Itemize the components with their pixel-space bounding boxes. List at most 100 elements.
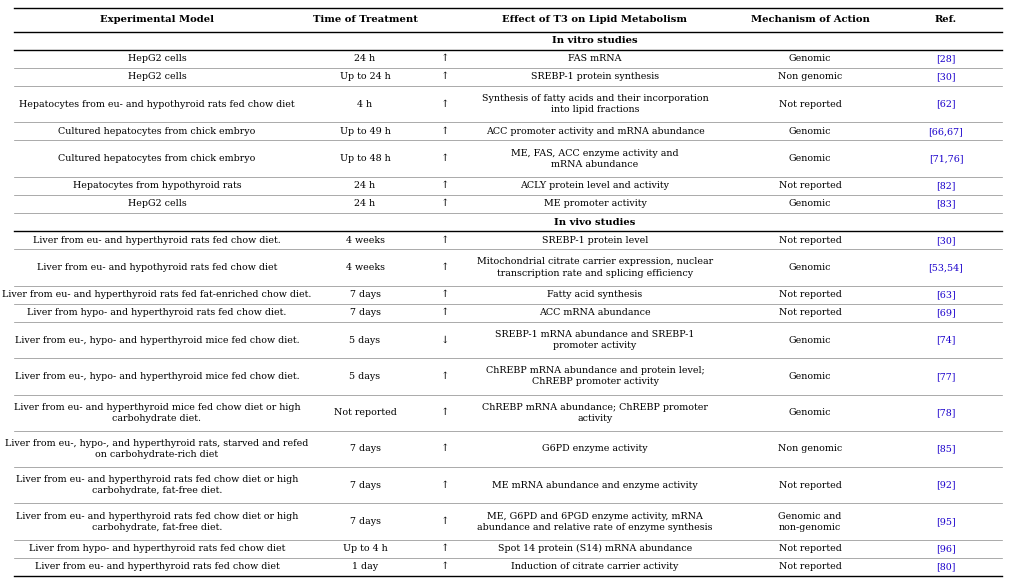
- Text: ↑: ↑: [441, 72, 449, 81]
- Text: Non genomic: Non genomic: [778, 72, 842, 81]
- Text: ↑: ↑: [441, 444, 449, 453]
- Text: ↓: ↓: [441, 336, 449, 345]
- Text: Experimental Model: Experimental Model: [100, 15, 214, 25]
- Text: Not reported: Not reported: [778, 562, 841, 571]
- Text: Not reported: Not reported: [778, 481, 841, 490]
- Text: 7 days: 7 days: [350, 517, 381, 526]
- Text: 7 days: 7 days: [350, 444, 381, 453]
- Text: [28]: [28]: [937, 54, 956, 63]
- Text: [83]: [83]: [936, 200, 956, 208]
- Text: Up to 4 h: Up to 4 h: [342, 544, 387, 553]
- Text: ↑: ↑: [441, 290, 449, 299]
- Text: Ref.: Ref.: [935, 15, 957, 25]
- Text: HepG2 cells: HepG2 cells: [128, 72, 186, 81]
- Text: Liver from eu-, hypo- and hyperthyroid mice fed chow diet.: Liver from eu-, hypo- and hyperthyroid m…: [14, 372, 300, 381]
- Text: [77]: [77]: [937, 372, 956, 381]
- Text: Mitochondrial citrate carrier expression, nuclear
transcription rate and splicin: Mitochondrial citrate carrier expression…: [477, 258, 713, 277]
- Text: Up to 48 h: Up to 48 h: [339, 154, 390, 163]
- Text: Genomic: Genomic: [788, 372, 831, 381]
- Text: [71,76]: [71,76]: [929, 154, 963, 163]
- Text: ↑: ↑: [441, 372, 449, 381]
- Text: ME, FAS, ACC enzyme activity and
mRNA abundance: ME, FAS, ACC enzyme activity and mRNA ab…: [511, 148, 679, 169]
- Text: ↑: ↑: [441, 517, 449, 526]
- Text: 5 days: 5 days: [350, 336, 381, 345]
- Text: Not reported: Not reported: [778, 100, 841, 109]
- Text: Liver from eu- and hypothyroid rats fed chow diet: Liver from eu- and hypothyroid rats fed …: [37, 263, 277, 272]
- Text: ↑: ↑: [441, 100, 449, 109]
- Text: 24 h: 24 h: [355, 54, 376, 63]
- Text: ↑: ↑: [441, 562, 449, 571]
- Text: Mechanism of Action: Mechanism of Action: [751, 15, 870, 25]
- Text: Liver from eu- and hyperthyroid rats fed chow diet.: Liver from eu- and hyperthyroid rats fed…: [34, 236, 280, 245]
- Text: Hepatocytes from eu- and hypothyroid rats fed chow diet: Hepatocytes from eu- and hypothyroid rat…: [19, 100, 295, 109]
- Text: ChREBP mRNA abundance; ChREBP promoter
activity: ChREBP mRNA abundance; ChREBP promoter a…: [482, 402, 708, 423]
- Text: Genomic: Genomic: [788, 408, 831, 417]
- Text: ↑: ↑: [441, 481, 449, 490]
- Text: ↑: ↑: [441, 200, 449, 208]
- Text: [85]: [85]: [936, 444, 956, 453]
- Text: Liver from eu-, hypo- and hyperthyroid mice fed chow diet.: Liver from eu-, hypo- and hyperthyroid m…: [14, 336, 300, 345]
- Text: ACLY protein level and activity: ACLY protein level and activity: [520, 182, 670, 190]
- Text: 1 day: 1 day: [352, 562, 378, 571]
- Text: Up to 49 h: Up to 49 h: [339, 127, 390, 136]
- Text: Liver from hypo- and hyperthyroid rats fed chow diet.: Liver from hypo- and hyperthyroid rats f…: [27, 308, 287, 317]
- Text: Not reported: Not reported: [778, 182, 841, 190]
- Text: Liver from eu- and hyperthyroid rats fed chow diet: Liver from eu- and hyperthyroid rats fed…: [35, 562, 279, 571]
- Text: Genomic: Genomic: [788, 127, 831, 136]
- Text: In vivo studies: In vivo studies: [555, 218, 636, 227]
- Text: Genomic: Genomic: [788, 336, 831, 345]
- Text: 7 days: 7 days: [350, 481, 381, 490]
- Text: Liver from eu- and hyperthyroid rats fed chow diet or high
carbohydrate, fat-fre: Liver from eu- and hyperthyroid rats fed…: [16, 475, 298, 495]
- Text: [62]: [62]: [936, 100, 956, 109]
- Text: [95]: [95]: [936, 517, 956, 526]
- Text: Cultured hepatocytes from chick embryo: Cultured hepatocytes from chick embryo: [58, 154, 256, 163]
- Text: ↑: ↑: [441, 182, 449, 190]
- Text: ↑: ↑: [441, 54, 449, 63]
- Text: Liver from eu- and hyperthyroid rats fed chow diet or high
carbohydrate, fat-fre: Liver from eu- and hyperthyroid rats fed…: [16, 512, 298, 531]
- Text: [63]: [63]: [936, 290, 956, 299]
- Text: 4 h: 4 h: [358, 100, 373, 109]
- Text: SREBP-1 protein synthesis: SREBP-1 protein synthesis: [531, 72, 659, 81]
- Text: Effect of T3 on Lipid Metabolism: Effect of T3 on Lipid Metabolism: [503, 15, 688, 25]
- Text: [82]: [82]: [937, 182, 956, 190]
- Text: Not reported: Not reported: [778, 290, 841, 299]
- Text: Liver from hypo- and hyperthyroid rats fed chow diet: Liver from hypo- and hyperthyroid rats f…: [28, 544, 285, 553]
- Text: [74]: [74]: [937, 336, 956, 345]
- Text: Cultured hepatocytes from chick embryo: Cultured hepatocytes from chick embryo: [58, 127, 256, 136]
- Text: ↑: ↑: [441, 544, 449, 553]
- Text: Up to 24 h: Up to 24 h: [339, 72, 390, 81]
- Text: [96]: [96]: [936, 544, 956, 553]
- Text: Synthesis of fatty acids and their incorporation
into lipid fractions: Synthesis of fatty acids and their incor…: [482, 94, 708, 114]
- Text: FAS mRNA: FAS mRNA: [568, 54, 622, 63]
- Text: Genomic: Genomic: [788, 54, 831, 63]
- Text: HepG2 cells: HepG2 cells: [128, 54, 186, 63]
- Text: HepG2 cells: HepG2 cells: [128, 200, 186, 208]
- Text: Genomic and
non-genomic: Genomic and non-genomic: [778, 512, 841, 531]
- Text: Genomic: Genomic: [788, 154, 831, 163]
- Text: ChREBP mRNA abundance and protein level;
ChREBP promoter activity: ChREBP mRNA abundance and protein level;…: [486, 366, 704, 387]
- Text: Not reported: Not reported: [778, 236, 841, 245]
- Text: 7 days: 7 days: [350, 290, 381, 299]
- Text: In vitro studies: In vitro studies: [552, 36, 638, 45]
- Text: Not reported: Not reported: [778, 544, 841, 553]
- Text: 24 h: 24 h: [355, 200, 376, 208]
- Text: G6PD enzyme activity: G6PD enzyme activity: [543, 444, 648, 453]
- Text: 5 days: 5 days: [350, 372, 381, 381]
- Text: Genomic: Genomic: [788, 200, 831, 208]
- Text: [92]: [92]: [936, 481, 956, 490]
- Text: [30]: [30]: [936, 72, 956, 81]
- Text: ACC mRNA abundance: ACC mRNA abundance: [539, 308, 651, 317]
- Text: ↑: ↑: [441, 127, 449, 136]
- Text: Liver from eu- and hyperthyroid mice fed chow diet or high
carbohydrate diet.: Liver from eu- and hyperthyroid mice fed…: [13, 402, 301, 423]
- Text: Genomic: Genomic: [788, 263, 831, 272]
- Text: ↑: ↑: [441, 236, 449, 245]
- Text: Time of Treatment: Time of Treatment: [313, 15, 418, 25]
- Text: Induction of citrate carrier activity: Induction of citrate carrier activity: [511, 562, 679, 571]
- Text: Spot 14 protein (S14) mRNA abundance: Spot 14 protein (S14) mRNA abundance: [498, 544, 692, 554]
- Text: ME promoter activity: ME promoter activity: [544, 200, 646, 208]
- Text: [69]: [69]: [936, 308, 956, 317]
- Text: [30]: [30]: [936, 236, 956, 245]
- Text: 4 weeks: 4 weeks: [345, 236, 384, 245]
- Text: ↑: ↑: [441, 263, 449, 272]
- Text: ↑: ↑: [441, 308, 449, 317]
